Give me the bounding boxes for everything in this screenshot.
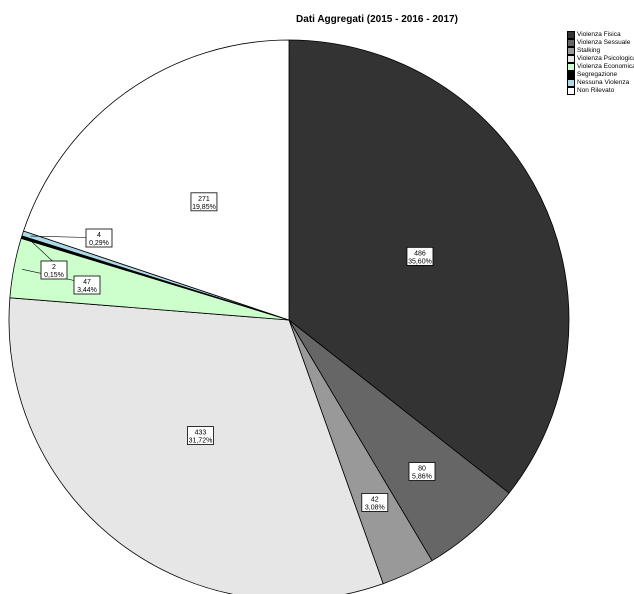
slice-label-box: [187, 426, 214, 445]
legend-swatch: [567, 31, 575, 39]
legend-swatch: [567, 39, 575, 47]
slice-percent-label: 3,44%: [77, 287, 97, 294]
slice-label-box: [406, 246, 434, 266]
slice-value-label: 2: [52, 264, 56, 271]
slice-value-label: 80: [418, 466, 426, 473]
slice-label-box: [361, 493, 389, 512]
legend-label: Non Rilevato: [577, 87, 615, 94]
legend-swatch: [567, 63, 575, 71]
legend-label: Violenza Psicologica: [577, 55, 634, 62]
legend-swatch: [567, 71, 575, 79]
slice-percent-label: 31,72%: [189, 438, 213, 445]
slice-percent-label: 5,86%: [412, 474, 432, 481]
slice-label-box: [73, 275, 101, 295]
legend-label: Stalking: [577, 47, 601, 54]
slice-labels: 48635,60%805,86%423,08%43331,72%473,44%2…: [40, 192, 436, 512]
slice-label-box: [85, 228, 113, 248]
legend-label: Violenza Sessuale: [577, 39, 631, 46]
pie-slice-non-rilevato: [23, 39, 290, 321]
slice-percent-label: 19,85%: [192, 204, 216, 211]
legend-swatch: [567, 47, 575, 55]
slice-value-label: 486: [414, 250, 426, 257]
legend-item: Stalking: [567, 47, 634, 55]
legend-swatch: [567, 79, 575, 87]
legend-item: Violenza Psicologica: [567, 55, 634, 63]
legend-swatch: [567, 55, 575, 63]
slice-value-label: 47: [83, 279, 91, 286]
slice-value-label: 433: [195, 430, 207, 437]
legend-label: Nessuna Violenza: [577, 79, 630, 86]
legend-item: Violenza Economica: [567, 63, 634, 71]
chart-title: Dati Aggregati (2015 - 2016 - 2017): [296, 14, 458, 25]
legend-item: Violenza Sessuale: [567, 39, 634, 47]
pie-slices: [8, 39, 570, 594]
slice-value-label: 4: [97, 232, 101, 239]
slice-value-label: 42: [371, 496, 379, 503]
legend-label: Segregazione: [577, 71, 618, 78]
chart-legend: Violenza Fisica Violenza Sessuale Stalking…: [567, 31, 634, 95]
legend-item: Non Rilevato: [567, 87, 634, 95]
legend-item: Nessuna Violenza: [567, 79, 634, 87]
slice-label-box: [408, 462, 436, 481]
slice-percent-label: 0,15%: [44, 272, 64, 279]
slice-percent-label: 0,29%: [89, 240, 109, 247]
pie-slice-violenza-psicologica: [8, 297, 384, 594]
legend-label: Violenza Economica: [577, 63, 634, 70]
slice-percent-label: 35,60%: [408, 258, 432, 265]
slice-value-label: 271: [198, 196, 210, 203]
slice-label-box: [190, 192, 218, 212]
legend-item: Violenza Fisica: [567, 31, 634, 39]
legend-label: Violenza Fisica: [577, 31, 621, 38]
pie-slice-violenza-fisica: [288, 39, 570, 494]
slice-percent-label: 3,08%: [365, 504, 385, 511]
legend-item: Segregazione: [567, 71, 634, 79]
legend-swatch: [567, 87, 575, 95]
slice-label-box: [40, 260, 68, 280]
